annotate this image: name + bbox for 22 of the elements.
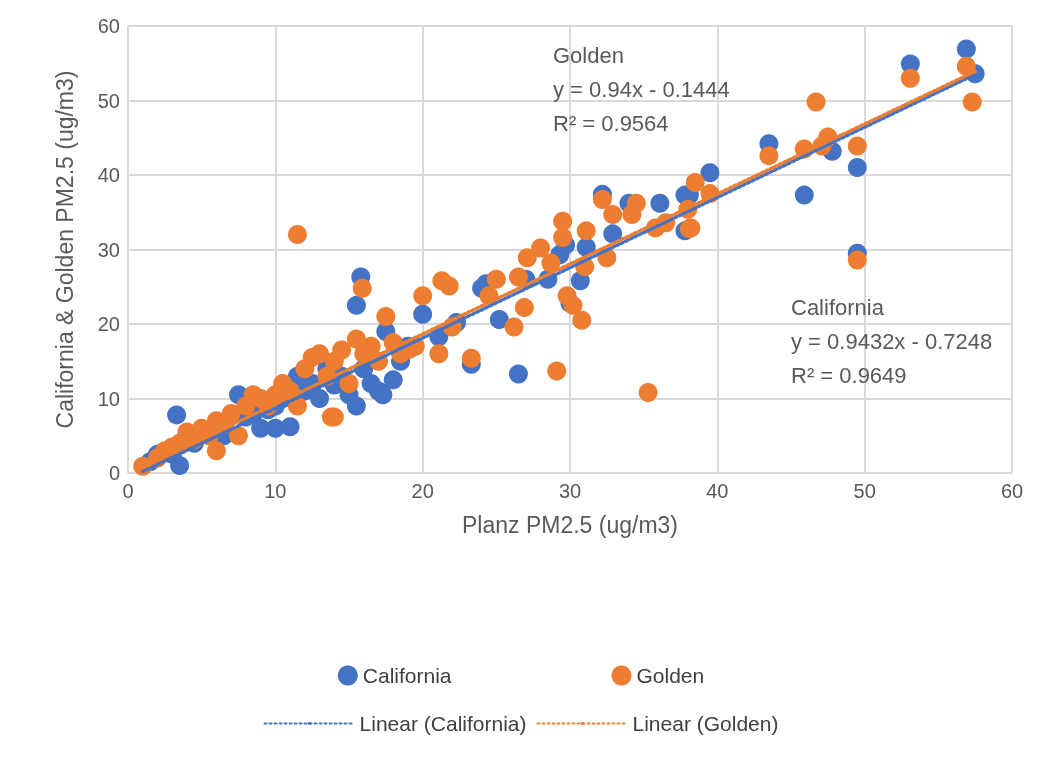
x-tick-label: 40 <box>706 480 729 502</box>
legend-label: Golden <box>636 664 705 687</box>
legend-label: California <box>362 664 452 687</box>
y-tick-label: 50 <box>97 89 120 112</box>
y-tick-label: 0 <box>108 462 120 484</box>
y-tick-label: 60 <box>97 15 120 37</box>
annotation: California y = 0.9432x - 0.7248 R² = 0.9649 <box>791 294 993 388</box>
y-tick-label: 20 <box>97 313 120 335</box>
x-tick-label: 10 <box>264 480 287 502</box>
y-tick-label: 40 <box>97 164 120 186</box>
y-tick-label: 10 <box>97 387 120 410</box>
y-tick-label: 30 <box>97 238 120 261</box>
x-tick-label: 60 <box>1000 480 1024 502</box>
legend-label: Linear (Golden) <box>632 712 779 735</box>
x-axis-title: Planz PM2.5 (ug/m3) <box>461 511 679 538</box>
y-axis-title: California & Golden PM2.5 (ug/m3) <box>51 70 78 429</box>
annotation: Golden y = 0.94x - 0.1444 R² = 0.9564 <box>553 42 730 136</box>
x-tick-label: 30 <box>558 480 582 502</box>
legend-label: Linear (California) <box>359 712 527 735</box>
x-tick-label: 20 <box>411 480 434 502</box>
x-tick-label: 0 <box>122 480 134 502</box>
x-tick-label: 50 <box>853 480 876 502</box>
